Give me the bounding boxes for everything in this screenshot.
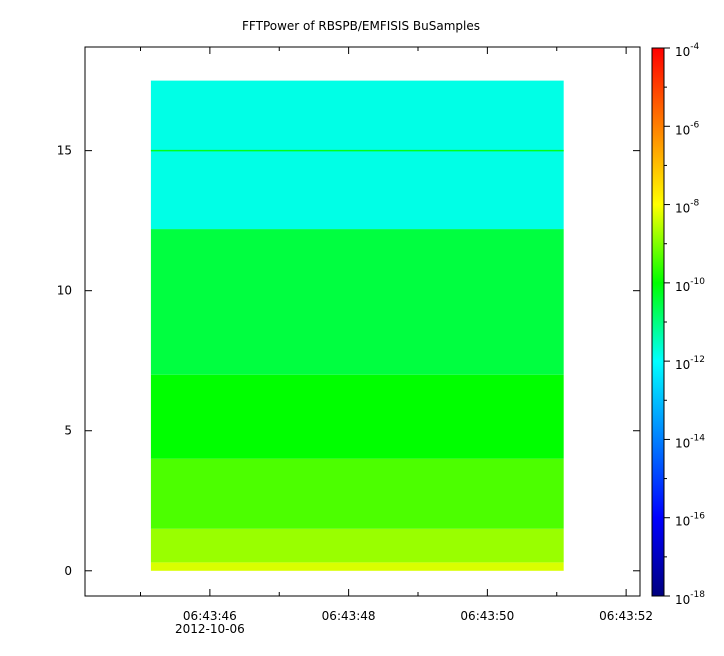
colorbar-label-3: 10-10: [675, 277, 705, 294]
y-tick-label-0: 0: [64, 564, 72, 578]
power-band-1: [150, 528, 564, 563]
colorbar-label-7: 10-18: [675, 590, 705, 607]
colorbar-label-5: 10-14: [675, 433, 705, 450]
colorbar-label-0: 10-4: [675, 42, 700, 59]
x-tick-label-1: 06:43:48: [322, 609, 376, 623]
colorbar: [651, 47, 665, 597]
y-tick-label-1: 5: [64, 424, 72, 438]
colorbar-axis: 10-4 10-6 10-8 10-10 10-12 10-14 10-16 10-18: [664, 42, 705, 607]
power-band-4: [150, 229, 564, 375]
y-tick-label-3: 15: [57, 144, 72, 158]
x-tick-label-3: 06:43:52: [599, 609, 653, 623]
colorbar-label-1: 10-6: [675, 120, 700, 137]
colorbar-label-6: 10-16: [675, 512, 705, 529]
power-band-5: [150, 80, 564, 230]
x-date-label: 2012-10-06: [175, 622, 245, 636]
power-band-0: [150, 562, 564, 571]
x-tick-label-2: 06:43:50: [460, 609, 514, 623]
y-axis: 0 5 10 15: [57, 144, 640, 578]
y-tick-label-2: 10: [57, 284, 72, 298]
power-band-3: [150, 374, 564, 459]
spectrogram-image: [150, 80, 564, 571]
colorbar-label-4: 10-12: [675, 355, 705, 372]
x-tick-label-0: 06:43:46: [183, 609, 237, 623]
colorbar-label-2: 10-8: [675, 199, 700, 216]
power-band-2: [150, 458, 564, 529]
chart-title: FFTPower of RBSPB/EMFISIS BuSamples: [242, 19, 480, 33]
